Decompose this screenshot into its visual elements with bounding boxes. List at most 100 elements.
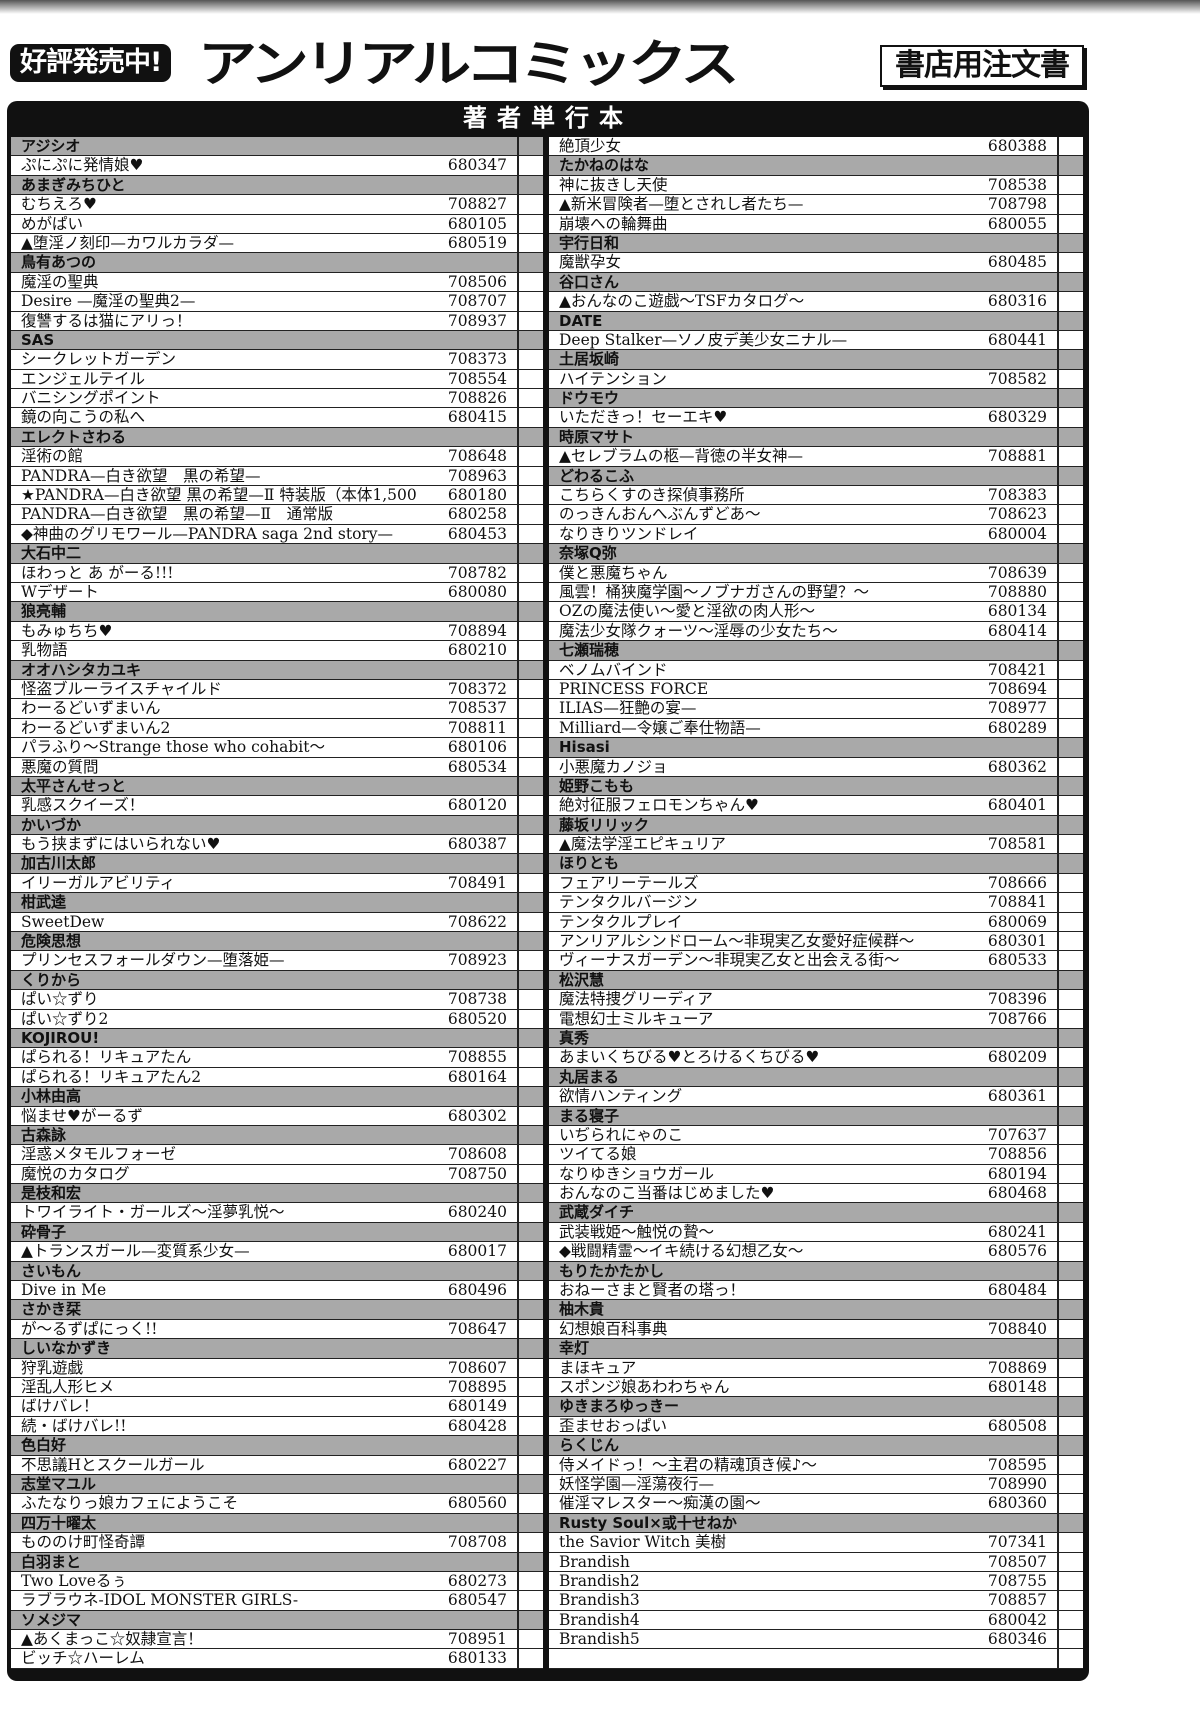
order-quantity-cell[interactable] [1057, 1571, 1083, 1591]
order-quantity-cell[interactable] [1057, 1281, 1083, 1300]
order-quantity-cell[interactable] [1057, 137, 1083, 156]
order-quantity-cell[interactable] [1057, 1630, 1083, 1649]
order-quantity-cell[interactable] [517, 1358, 543, 1377]
order-quantity-cell[interactable] [517, 408, 543, 427]
order-quantity-cell[interactable] [1057, 951, 1083, 970]
order-quantity-cell[interactable] [1057, 1455, 1083, 1474]
order-quantity-cell[interactable] [517, 757, 543, 776]
order-quantity-cell[interactable] [1057, 1184, 1083, 1203]
order-quantity-cell[interactable] [517, 1571, 543, 1591]
order-quantity-cell[interactable] [1057, 718, 1083, 738]
order-quantity-cell[interactable] [517, 738, 543, 757]
order-quantity-cell[interactable] [1057, 505, 1083, 524]
order-quantity-cell[interactable] [517, 699, 543, 718]
order-quantity-cell[interactable] [517, 389, 543, 408]
order-quantity-cell[interactable] [517, 1106, 543, 1125]
order-quantity-cell[interactable] [1057, 1358, 1083, 1377]
order-quantity-cell[interactable] [1057, 195, 1083, 214]
order-quantity-cell[interactable] [517, 582, 543, 602]
order-quantity-cell[interactable] [517, 369, 543, 389]
order-quantity-cell[interactable] [1057, 660, 1083, 679]
order-quantity-cell[interactable] [1057, 447, 1083, 466]
order-quantity-cell[interactable] [1057, 990, 1083, 1009]
order-quantity-cell[interactable] [517, 1145, 543, 1164]
order-quantity-cell[interactable] [1057, 699, 1083, 718]
order-quantity-cell[interactable] [1057, 1474, 1083, 1494]
order-quantity-cell[interactable] [517, 873, 543, 893]
order-quantity-cell[interactable] [1057, 679, 1083, 699]
order-quantity-cell[interactable] [517, 1319, 543, 1339]
order-quantity-cell[interactable] [1057, 408, 1083, 427]
order-quantity-cell[interactable] [517, 350, 543, 369]
order-quantity-cell[interactable] [1057, 1009, 1083, 1028]
order-quantity-cell[interactable] [517, 835, 543, 854]
order-quantity-cell[interactable] [1057, 1087, 1083, 1106]
order-quantity-cell[interactable] [1057, 1319, 1083, 1339]
order-quantity-cell[interactable] [517, 1009, 543, 1028]
order-quantity-cell[interactable] [517, 292, 543, 311]
order-quantity-cell[interactable] [1057, 292, 1083, 311]
order-quantity-cell[interactable] [1057, 1164, 1083, 1184]
order-quantity-cell[interactable] [1057, 1552, 1083, 1571]
order-quantity-cell[interactable] [1057, 912, 1083, 932]
order-quantity-cell[interactable] [1057, 1533, 1083, 1552]
order-quantity-cell[interactable] [517, 1494, 543, 1513]
order-quantity-cell[interactable] [1057, 214, 1083, 233]
order-quantity-cell[interactable] [517, 679, 543, 699]
order-quantity-cell[interactable] [517, 466, 543, 486]
order-quantity-cell[interactable] [1057, 893, 1083, 912]
order-quantity-cell[interactable] [1057, 253, 1083, 272]
order-quantity-cell[interactable] [517, 1048, 543, 1067]
order-quantity-cell[interactable] [1057, 1145, 1083, 1164]
order-quantity-cell[interactable] [517, 796, 543, 815]
order-quantity-cell[interactable] [1057, 1378, 1083, 1397]
order-quantity-cell[interactable] [517, 1455, 543, 1474]
order-quantity-cell[interactable] [517, 1416, 543, 1436]
order-quantity-cell[interactable] [517, 1067, 543, 1087]
order-quantity-cell[interactable] [517, 990, 543, 1009]
order-quantity-cell[interactable] [1057, 330, 1083, 350]
order-quantity-cell[interactable] [517, 1378, 543, 1397]
order-quantity-cell[interactable] [517, 233, 543, 253]
order-quantity-cell[interactable] [1057, 563, 1083, 582]
order-quantity-cell[interactable] [1057, 524, 1083, 544]
order-quantity-cell[interactable] [517, 641, 543, 660]
order-quantity-cell[interactable] [517, 1649, 543, 1668]
order-quantity-cell[interactable] [1057, 1494, 1083, 1513]
order-quantity-cell[interactable] [517, 1591, 543, 1610]
order-quantity-cell[interactable] [1057, 621, 1083, 641]
order-quantity-cell[interactable] [1057, 932, 1083, 951]
order-quantity-cell[interactable] [517, 621, 543, 641]
order-quantity-cell[interactable] [1057, 486, 1083, 505]
order-quantity-cell[interactable] [517, 214, 543, 233]
order-quantity-cell[interactable] [517, 1533, 543, 1552]
order-quantity-cell[interactable] [517, 524, 543, 544]
order-quantity-cell[interactable] [517, 951, 543, 970]
order-quantity-cell[interactable] [1057, 1649, 1083, 1668]
order-quantity-cell[interactable] [1057, 1125, 1083, 1145]
order-quantity-cell[interactable] [1057, 582, 1083, 602]
order-quantity-cell[interactable] [1057, 602, 1083, 621]
order-quantity-cell[interactable] [517, 1397, 543, 1416]
order-quantity-cell[interactable] [517, 1281, 543, 1300]
order-quantity-cell[interactable] [517, 1164, 543, 1184]
order-quantity-cell[interactable] [1057, 873, 1083, 893]
order-quantity-cell[interactable] [1057, 1048, 1083, 1067]
order-quantity-cell[interactable] [1057, 1610, 1083, 1630]
order-quantity-cell[interactable] [1057, 1591, 1083, 1610]
order-quantity-cell[interactable] [517, 447, 543, 466]
order-quantity-cell[interactable] [517, 1630, 543, 1649]
order-quantity-cell[interactable] [517, 272, 543, 292]
order-quantity-cell[interactable] [1057, 835, 1083, 854]
order-quantity-cell[interactable] [1057, 796, 1083, 815]
order-quantity-cell[interactable] [517, 311, 543, 330]
order-quantity-cell[interactable] [517, 912, 543, 932]
order-quantity-cell[interactable] [517, 563, 543, 582]
order-quantity-cell[interactable] [1057, 1416, 1083, 1436]
order-quantity-cell[interactable] [517, 1242, 543, 1261]
order-quantity-cell[interactable] [1057, 1242, 1083, 1261]
order-quantity-cell[interactable] [517, 1203, 543, 1222]
order-quantity-cell[interactable] [1057, 757, 1083, 776]
order-quantity-cell[interactable] [517, 505, 543, 524]
order-quantity-cell[interactable] [1057, 369, 1083, 389]
